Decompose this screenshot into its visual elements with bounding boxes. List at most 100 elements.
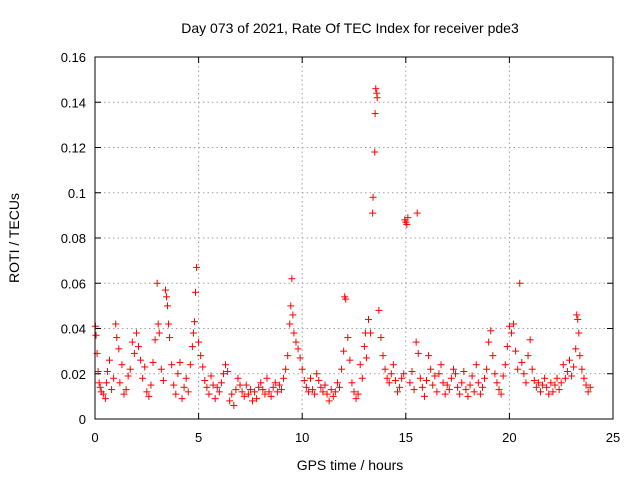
data-point [514, 365, 522, 373]
data-point [191, 288, 199, 296]
data-point [360, 343, 368, 351]
data-point [238, 388, 246, 396]
data-point [367, 329, 375, 337]
data-point [304, 388, 312, 396]
data-point [190, 318, 198, 326]
data-point [400, 370, 408, 378]
data-point [159, 377, 167, 385]
x-tick-label: 10 [295, 430, 309, 445]
data-point [491, 370, 499, 378]
data-point [431, 372, 439, 380]
data-point [435, 370, 443, 378]
data-point [265, 388, 273, 396]
data-point [211, 395, 219, 403]
data-point [113, 334, 121, 342]
data-point [478, 383, 486, 391]
data-point [277, 386, 285, 394]
data-point [410, 386, 418, 394]
data-point [128, 338, 136, 346]
data-point [369, 193, 377, 201]
data-point [230, 401, 238, 409]
data-point [489, 352, 497, 360]
data-point [317, 383, 325, 391]
data-point [563, 367, 571, 375]
data-point [445, 386, 453, 394]
data-point [584, 388, 592, 396]
data-point [95, 379, 103, 387]
data-point [551, 381, 559, 389]
data-point [294, 345, 302, 353]
data-point [236, 381, 244, 389]
data-point [139, 374, 147, 382]
data-point [344, 334, 352, 342]
data-point [578, 365, 586, 373]
data-point [141, 363, 149, 371]
data-point [124, 372, 132, 380]
data-point [145, 392, 153, 400]
y-axis-label: ROTI / TECUs [6, 193, 22, 283]
data-point [248, 397, 256, 405]
data-point [568, 372, 576, 380]
data-point [458, 379, 466, 387]
data-point [217, 379, 225, 387]
data-point [373, 94, 381, 102]
data-point [290, 329, 298, 337]
data-point [298, 365, 306, 373]
data-point [449, 365, 457, 373]
data-point [155, 329, 163, 337]
data-point [576, 352, 584, 360]
data-point [126, 365, 134, 373]
data-point [164, 302, 172, 310]
data-point [170, 381, 178, 389]
data-point [101, 395, 109, 403]
data-point [289, 311, 297, 319]
x-tick-label: 15 [399, 430, 413, 445]
data-point [413, 209, 421, 217]
data-point [394, 388, 402, 396]
data-point [470, 388, 478, 396]
data-point [172, 390, 180, 398]
data-point [575, 329, 583, 337]
data-point [246, 386, 254, 394]
data-point [288, 275, 296, 283]
data-point [350, 388, 358, 396]
data-point [403, 220, 411, 228]
data-point [215, 388, 223, 396]
data-point [530, 377, 538, 385]
data-point [323, 390, 331, 398]
data-point [522, 379, 530, 387]
data-point [425, 352, 433, 360]
y-tick-label: 0.16 [61, 50, 86, 65]
data-point [433, 388, 441, 396]
y-tick-label: 0 [79, 412, 86, 427]
data-point [132, 329, 140, 337]
y-tick-label: 0.04 [61, 322, 86, 337]
data-point [352, 395, 360, 403]
data-point [495, 386, 503, 394]
data-point [516, 279, 524, 287]
data-point [302, 383, 310, 391]
data-point [147, 381, 155, 389]
data-point [365, 315, 373, 323]
data-point [106, 356, 114, 364]
data-point [464, 392, 472, 400]
data-point [441, 390, 449, 398]
plot-frame [94, 56, 614, 420]
data-point [507, 329, 515, 337]
data-point [253, 395, 261, 403]
data-point [437, 361, 445, 369]
data-point [112, 320, 120, 328]
data-point [161, 286, 169, 294]
data-point [209, 381, 217, 389]
data-point [520, 370, 528, 378]
data-point [586, 383, 594, 391]
data-point [232, 386, 240, 394]
data-point [423, 377, 431, 385]
data-point [188, 343, 196, 351]
data-point [468, 372, 476, 380]
data-point [205, 390, 213, 398]
data-point [166, 334, 174, 342]
data-point [284, 352, 292, 360]
data-point [559, 361, 567, 369]
data-point [358, 374, 366, 382]
